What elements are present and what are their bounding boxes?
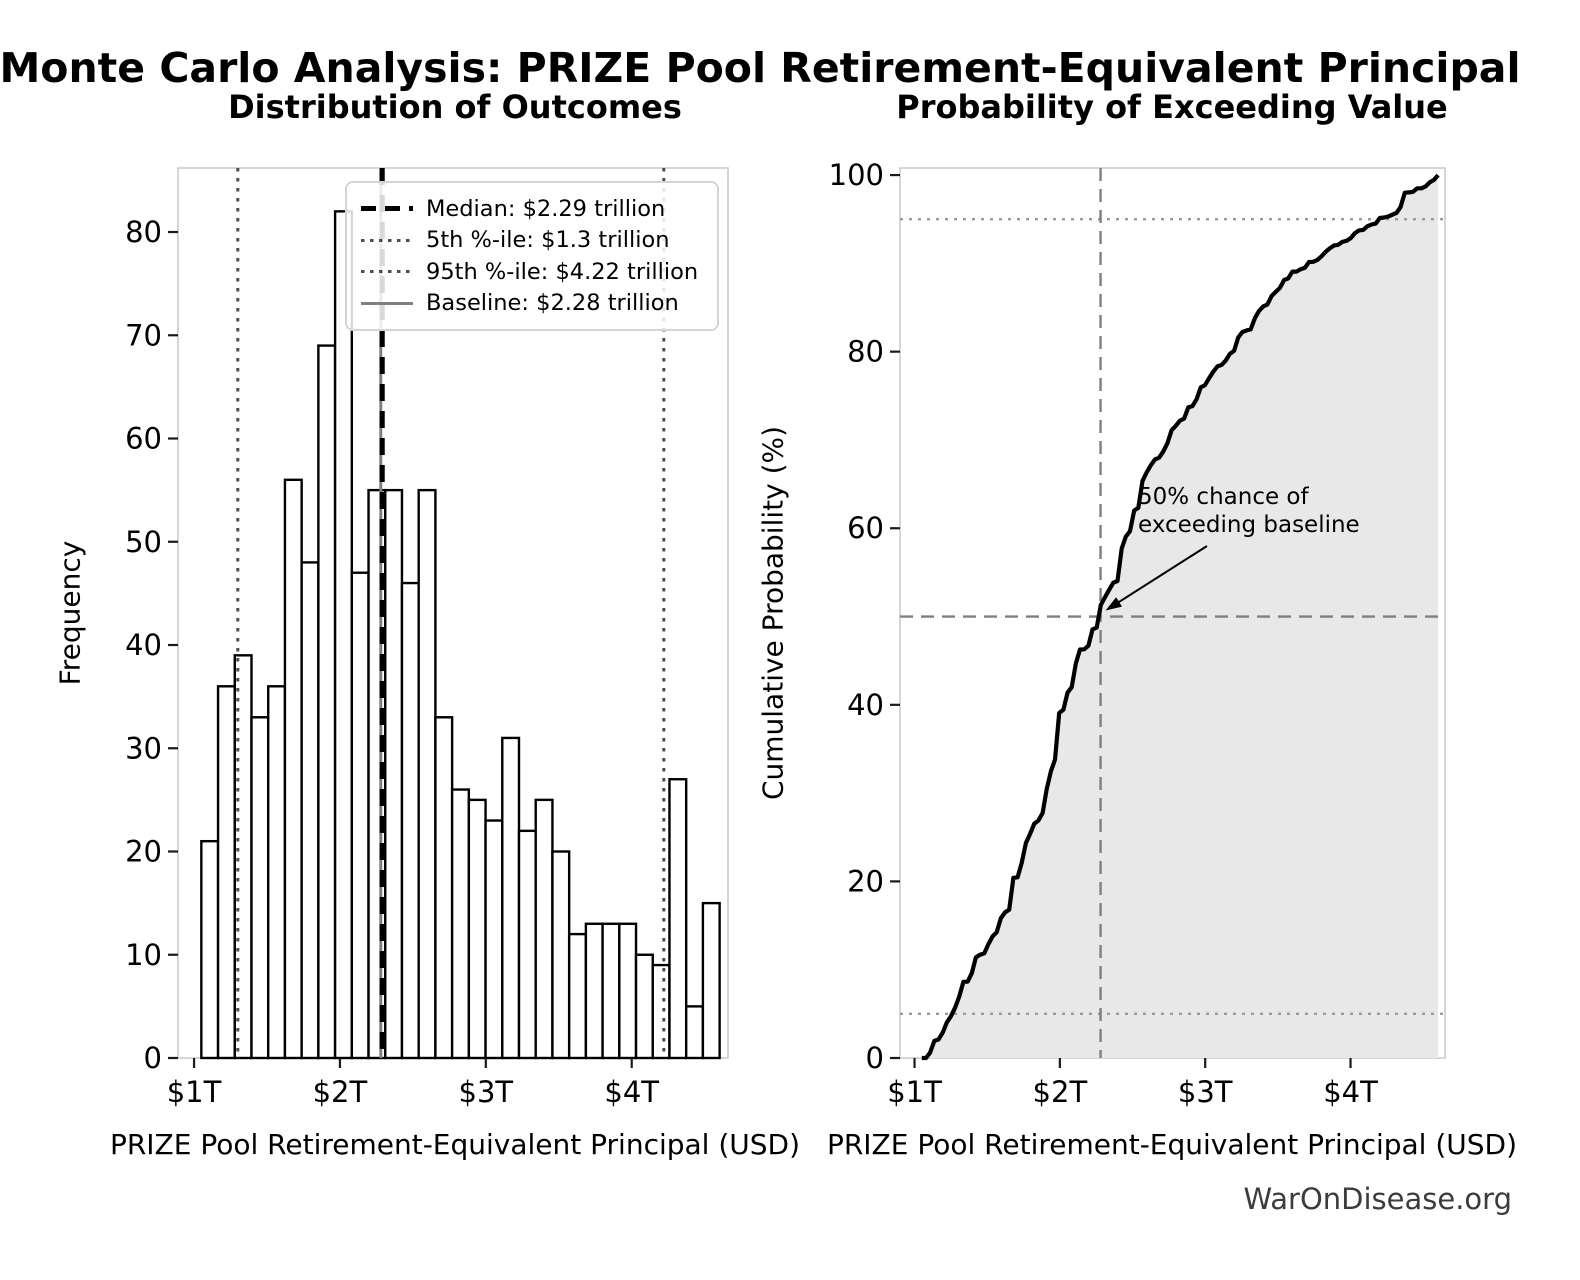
annotation-line-1: 50% chance of bbox=[1138, 484, 1309, 510]
histogram-bar bbox=[534, 798, 554, 1060]
histogram-bar bbox=[200, 839, 220, 1060]
histogram-bar bbox=[300, 561, 320, 1060]
legend-label: 5th %-ile: $1.3 trillion bbox=[426, 227, 670, 254]
y-tick-label: 60 bbox=[847, 511, 884, 545]
cdf-line bbox=[921, 173, 1440, 1061]
left-x-axis-label: PRIZE Pool Retirement-Equivalent Princip… bbox=[109, 1128, 801, 1161]
legend-row-median: Median: $2.29 trillion bbox=[361, 193, 703, 224]
histogram-bar bbox=[216, 685, 236, 1060]
histogram-bar bbox=[250, 716, 270, 1060]
cdf-curve bbox=[921, 173, 1440, 1061]
y-tick-label: 40 bbox=[847, 688, 884, 722]
histogram-bar bbox=[400, 581, 420, 1060]
x-tick-label: $4T bbox=[604, 1075, 659, 1109]
legend-label: 95th %-ile: $4.22 trillion bbox=[426, 258, 699, 285]
histogram-bar bbox=[634, 953, 654, 1060]
legend-label: Baseline: $2.28 trillion bbox=[426, 290, 679, 317]
left-chart-title: Distribution of Outcomes bbox=[228, 88, 682, 126]
histogram-bar bbox=[317, 344, 337, 1060]
histogram-bar bbox=[333, 210, 354, 1060]
histogram-bar bbox=[517, 829, 537, 1060]
histogram-bar bbox=[450, 788, 471, 1060]
legend-row-p5: 5th %-ile: $1.3 trillion bbox=[361, 225, 703, 256]
right-chart-title: Probability of Exceeding Value bbox=[896, 88, 1448, 126]
x-tick-label: $3T bbox=[459, 1075, 514, 1109]
y-tick-label: 0 bbox=[144, 1041, 162, 1075]
histogram-bar bbox=[283, 478, 303, 1060]
x-tick-label: $2T bbox=[1033, 1075, 1088, 1109]
y-tick-label: 80 bbox=[125, 215, 162, 249]
histogram-bar bbox=[384, 488, 404, 1060]
histogram-bar bbox=[668, 778, 688, 1060]
histogram-bar bbox=[701, 901, 721, 1060]
legend-row-p95: 95th %-ile: $4.22 trillion bbox=[361, 256, 703, 287]
right-x-axis-label: PRIZE Pool Retirement-Equivalent Princip… bbox=[826, 1128, 1518, 1161]
p5-dotted-line-sample bbox=[361, 238, 413, 242]
histogram-bar bbox=[467, 798, 487, 1060]
median-dashed-line-sample bbox=[361, 206, 413, 212]
cdf-annotation: 50% chance of exceeding baseline bbox=[1138, 483, 1360, 539]
histogram-bar bbox=[567, 932, 588, 1060]
baseline-solid-line-sample bbox=[361, 301, 413, 305]
histogram-bars bbox=[200, 210, 721, 1060]
y-tick-label: 0 bbox=[866, 1041, 884, 1075]
histogram-bar bbox=[684, 1005, 705, 1060]
y-tick-label: 10 bbox=[125, 938, 162, 972]
histogram-bar bbox=[434, 716, 454, 1060]
y-tick-label: 20 bbox=[125, 835, 162, 869]
footer-brand: WarOnDisease.org bbox=[1243, 1182, 1512, 1216]
p95-dotted-line-sample bbox=[361, 270, 413, 274]
y-tick-label: 80 bbox=[847, 335, 884, 369]
histogram-bar bbox=[501, 736, 521, 1060]
y-tick-label: 40 bbox=[125, 628, 162, 662]
left-axis-ticks: $1T $2T $3T $4T 0 10 20 30 40 50 60 70 80 bbox=[125, 215, 659, 1109]
histogram-bar bbox=[618, 922, 638, 1060]
right-axis-ticks: $1T $2T $3T $4T 0 20 40 60 80 100 bbox=[829, 158, 1378, 1109]
legend-label: Median: $2.29 trillion bbox=[426, 195, 666, 222]
histogram-bar bbox=[417, 488, 437, 1060]
y-tick-label: 70 bbox=[125, 318, 162, 352]
annotation-line-2: exceeding baseline bbox=[1138, 512, 1360, 538]
x-tick-label: $3T bbox=[1178, 1075, 1233, 1109]
x-tick-label: $4T bbox=[1323, 1075, 1378, 1109]
x-tick-label: $1T bbox=[887, 1075, 942, 1109]
main-title: Monte Carlo Analysis: PRIZE Pool Retirem… bbox=[0, 44, 1521, 92]
y-tick-label: 100 bbox=[829, 158, 884, 192]
arrow-head bbox=[1105, 597, 1123, 611]
legend-row-baseline: Baseline: $2.28 trillion bbox=[361, 288, 703, 319]
x-tick-label: $2T bbox=[313, 1075, 368, 1109]
left-y-axis-label: Frequency bbox=[53, 540, 87, 686]
histogram-bar bbox=[484, 819, 504, 1060]
histogram-bar bbox=[651, 963, 671, 1060]
histogram-bar bbox=[601, 922, 621, 1060]
histogram-bar bbox=[350, 571, 370, 1060]
x-tick-label: $1T bbox=[167, 1075, 222, 1109]
y-tick-label: 30 bbox=[125, 731, 162, 765]
y-tick-label: 60 bbox=[125, 422, 162, 456]
y-tick-label: 20 bbox=[847, 864, 884, 898]
right-y-axis-label: Cumulative Probability (%) bbox=[756, 425, 790, 801]
histogram-bar bbox=[267, 685, 287, 1060]
histogram-bar bbox=[233, 654, 253, 1060]
legend: Median: $2.29 trillion 5th %-ile: $1.3 t… bbox=[345, 181, 719, 331]
histogram-bar bbox=[584, 922, 604, 1060]
arrow-shaft bbox=[1116, 545, 1208, 604]
y-tick-label: 50 bbox=[125, 525, 162, 559]
annotation-arrow bbox=[1105, 545, 1208, 611]
histogram-bar bbox=[551, 850, 571, 1060]
